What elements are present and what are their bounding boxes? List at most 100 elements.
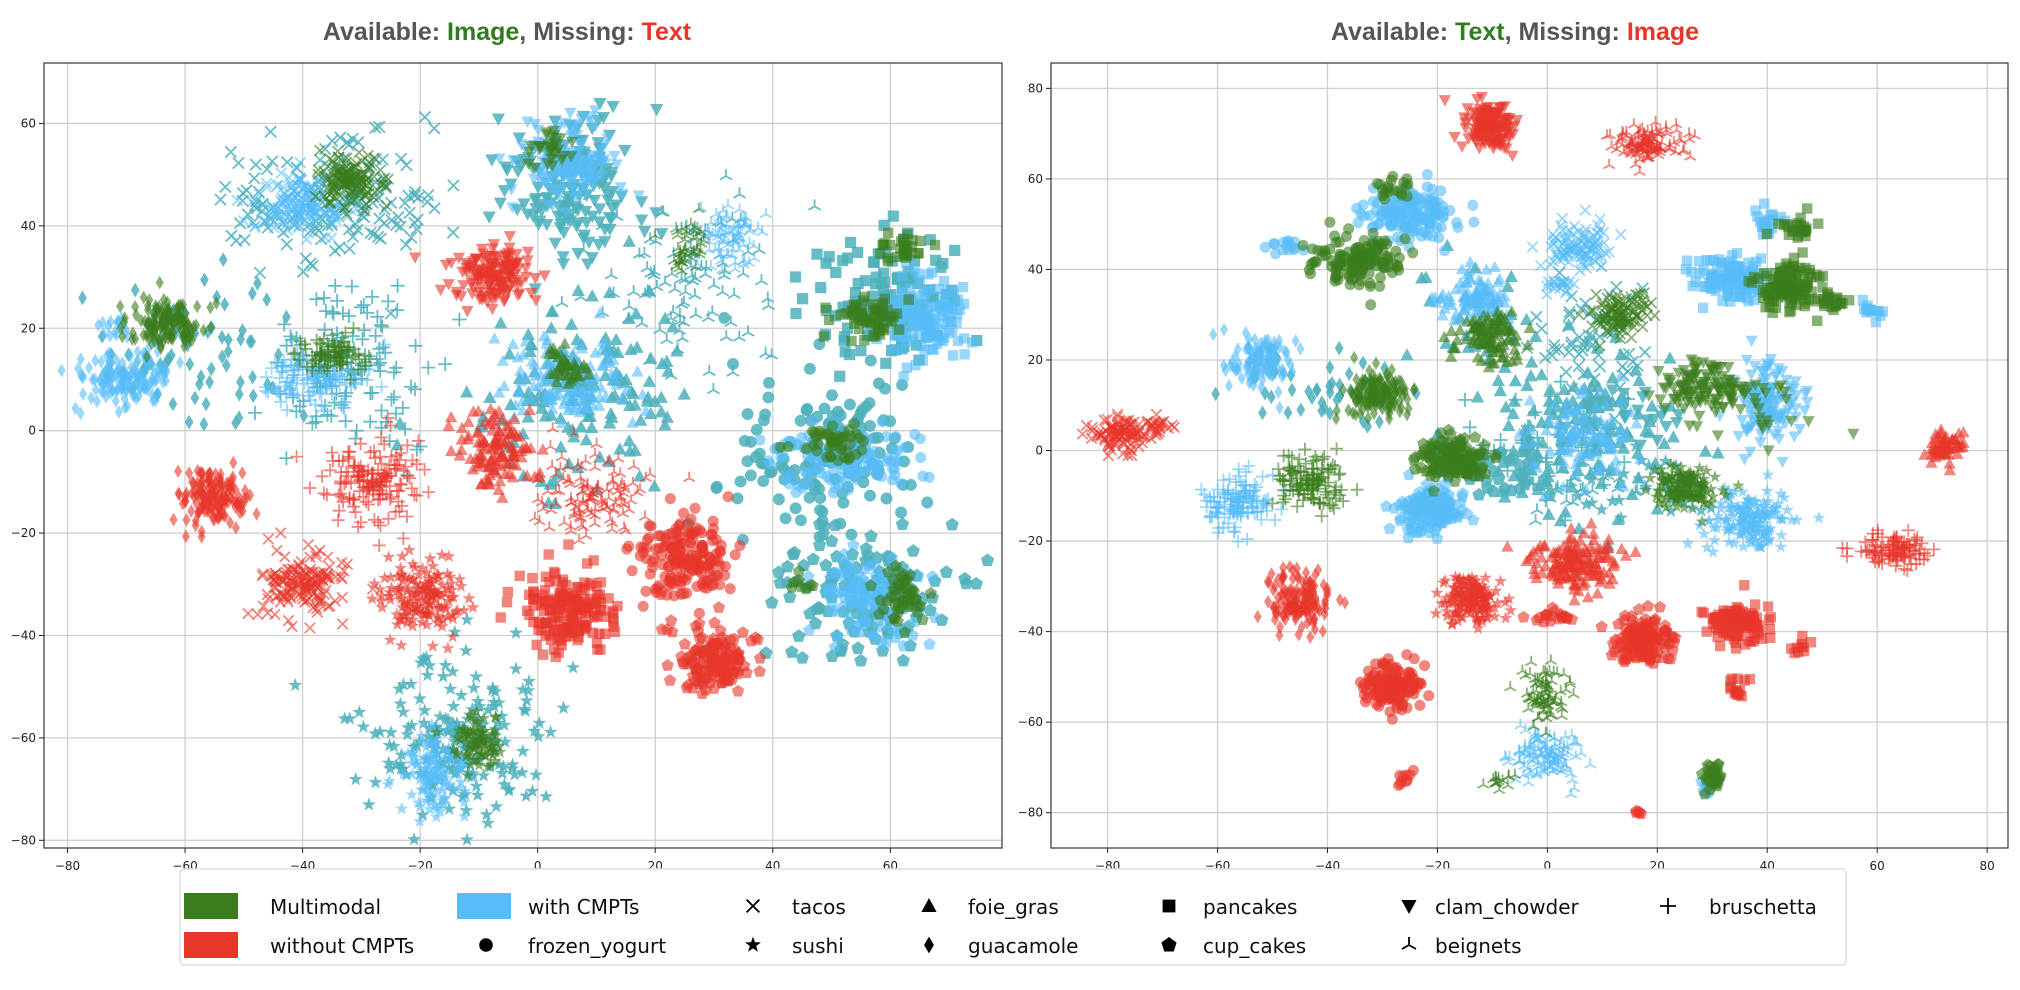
point-guacamole-mixed: [245, 334, 255, 349]
point-bruschetta-mixed: [363, 414, 378, 429]
point-guacamole-mixed: [199, 416, 209, 432]
point-sushi-mixed: [407, 832, 422, 846]
point-beignets-without-cmpts: [543, 521, 556, 532]
point-tacos-mixed: [364, 226, 377, 240]
point-frozen-yogurt-without-cmpts: [707, 515, 719, 527]
point-tacos-mixed: [421, 188, 435, 202]
y-tick-label: 20: [21, 321, 36, 335]
y-tick-label: −60: [11, 731, 36, 745]
point-bruschetta-mixed: [395, 400, 410, 415]
point-foie-gras-mixed: [521, 327, 535, 340]
point-frozen-yogurt-mixed: [772, 493, 785, 506]
point-bruschetta-mixed: [368, 328, 383, 343]
point-guacamole-multimodal: [155, 275, 164, 290]
point-clam-chowder-without-cmpts: [461, 306, 474, 318]
point-sushi-mixed: [489, 799, 504, 813]
y-tick-label: −20: [11, 526, 36, 540]
point-foie-gras-mixed: [677, 387, 691, 400]
point-tacos-mixed: [325, 134, 339, 148]
point-guacamole-mixed: [201, 396, 211, 412]
point-pancakes-with-cmpts: [914, 275, 925, 286]
point-pancakes-mixed: [815, 282, 827, 294]
point-beignets-without-cmpts: [614, 467, 627, 478]
point-bruschetta-mixed: [283, 329, 298, 344]
point-sushi-with-cmpts: [395, 801, 409, 815]
point-guacamole-without-cmpts: [182, 513, 191, 527]
point-sushi-mixed: [460, 832, 474, 846]
point-frozen-yogurt-mixed: [864, 354, 877, 367]
point-pancakes-without-cmpts: [588, 555, 599, 566]
point-guacamole-mixed: [130, 282, 140, 298]
point-beignets-with-cmpts: [733, 203, 746, 214]
point-tacos-mixed: [398, 196, 412, 210]
point-frozen-yogurt-without-cmpts: [734, 540, 746, 552]
point-sushi-mixed: [352, 704, 367, 719]
point-pancakes-without-cmpts: [564, 630, 576, 641]
point-clam-chowder-mixed: [606, 100, 620, 114]
point-foie-gras-mixed: [654, 405, 668, 418]
point-pancakes-mixed: [880, 357, 892, 369]
point-guacamole-mixed: [200, 272, 209, 288]
point-sushi-mixed: [508, 661, 523, 675]
point-clam-chowder-mixed: [634, 214, 649, 227]
point-frozen-yogurt-without-cmpts: [675, 588, 687, 600]
point-pancakes-mixed: [834, 370, 846, 382]
point-bruschetta-with-cmpts: [375, 380, 389, 394]
point-guacamole-without-cmpts: [174, 464, 183, 479]
point-frozen-yogurt-with-cmpts: [876, 416, 888, 428]
point-tacos-without-cmpts: [336, 618, 349, 630]
point-guacamole-mixed: [205, 374, 214, 390]
point-pancakes-with-cmpts: [952, 335, 964, 347]
point-beignets-without-cmpts: [545, 459, 559, 471]
point-sushi-mixed: [384, 725, 398, 739]
point-guacamole-with-cmpts: [176, 355, 185, 370]
point-frozen-yogurt-without-cmpts: [706, 579, 718, 592]
point-frozen-yogurt-without-cmpts: [653, 580, 665, 592]
point-frozen-yogurt-multimodal: [782, 440, 794, 453]
point-sushi-without-cmpts: [382, 550, 396, 563]
point-pancakes-mixed: [949, 244, 961, 256]
point-cup-cakes-mixed: [795, 651, 809, 664]
point-pancakes-with-cmpts: [957, 281, 969, 293]
point-frozen-yogurt-without-cmpts: [643, 532, 655, 544]
point-frozen-yogurt-mixed: [803, 362, 816, 375]
point-bruschetta-mixed: [404, 379, 419, 394]
point-sushi-mixed: [361, 797, 376, 811]
point-bruschetta-mixed: [336, 306, 350, 321]
point-pancakes-multimodal: [893, 324, 905, 335]
point-pancakes-without-cmpts: [531, 639, 542, 651]
point-clam-chowder-mixed: [655, 228, 669, 241]
point-sushi-without-cmpts: [402, 543, 416, 556]
point-bruschetta-mixed: [381, 294, 396, 309]
point-sushi-mixed: [368, 775, 383, 789]
point-guacamole-mixed: [236, 374, 245, 390]
point-bruschetta-without-cmpts: [403, 471, 417, 485]
point-pancakes-without-cmpts: [592, 590, 603, 601]
point-clam-chowder-mixed: [517, 198, 531, 211]
point-tacos-mixed: [372, 120, 386, 134]
point-sushi-without-cmpts: [423, 551, 437, 565]
point-clam-chowder-mixed: [556, 258, 571, 271]
point-beignets-without-cmpts: [572, 534, 586, 545]
point-cup-cakes-without-cmpts: [753, 665, 766, 677]
point-cup-cakes-mixed: [896, 653, 910, 667]
point-frozen-yogurt-mixed: [734, 475, 747, 488]
point-bruschetta-mixed: [390, 278, 405, 293]
point-bruschetta-mixed: [390, 303, 405, 318]
point-pancakes-without-cmpts: [563, 539, 574, 550]
point-frozen-yogurt-without-cmpts: [689, 502, 701, 514]
point-clam-chowder-mixed: [482, 211, 496, 224]
point-cup-cakes-with-cmpts: [923, 637, 936, 650]
point-tacos-mixed: [328, 244, 342, 258]
point-bruschetta-mixed: [289, 331, 304, 346]
point-foie-gras-mixed: [564, 317, 579, 330]
point-bruschetta-mixed: [328, 278, 343, 293]
point-cup-cakes-with-cmpts: [926, 570, 939, 583]
point-clam-chowder-without-cmpts: [503, 231, 517, 243]
point-guacamole-mixed: [217, 329, 227, 345]
point-foie-gras-mixed: [494, 316, 508, 329]
point-tacos-mixed: [346, 230, 360, 243]
point-pancakes-without-cmpts: [609, 626, 621, 637]
point-foie-gras-mixed: [390, 438, 404, 451]
point-tacos-mixed: [392, 210, 405, 224]
